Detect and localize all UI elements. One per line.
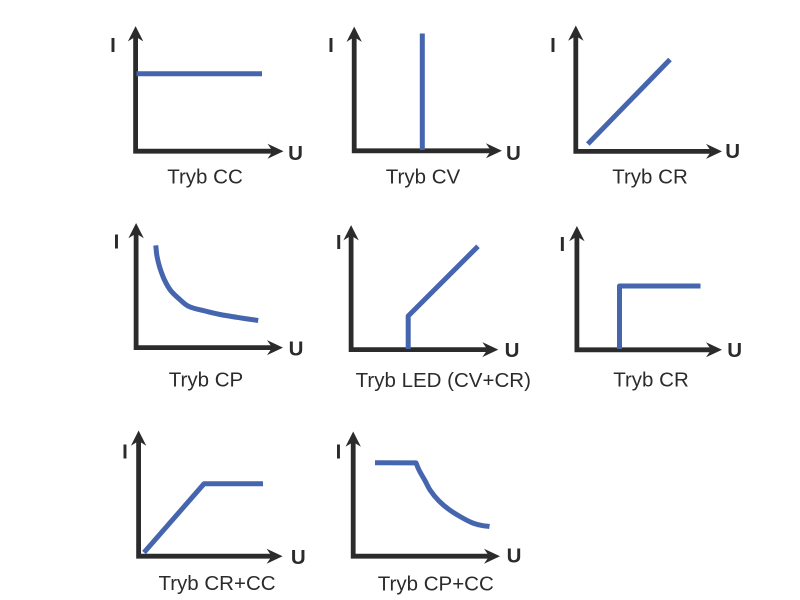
svg-text:I: I xyxy=(122,441,128,464)
svg-text:Tryb CP: Tryb CP xyxy=(169,368,243,391)
svg-text:I: I xyxy=(336,441,342,464)
svg-text:U: U xyxy=(507,545,522,568)
svg-text:I: I xyxy=(110,34,116,57)
svg-text:Tryb CR: Tryb CR xyxy=(613,368,689,391)
svg-text:U: U xyxy=(288,142,303,165)
svg-text:I: I xyxy=(114,231,120,254)
svg-text:U: U xyxy=(727,339,742,362)
svg-text:I: I xyxy=(328,34,334,57)
svg-text:U: U xyxy=(505,339,520,362)
svg-text:U: U xyxy=(291,546,306,569)
svg-text:I: I xyxy=(336,231,342,254)
svg-text:Tryb LED (CV+CR): Tryb LED (CV+CR) xyxy=(356,369,531,392)
svg-text:Tryb CC: Tryb CC xyxy=(167,166,243,189)
svg-text:U: U xyxy=(289,338,304,361)
svg-text:Tryb CR: Tryb CR xyxy=(612,166,688,189)
svg-text:I: I xyxy=(550,34,556,57)
svg-text:Tryb CR+CC: Tryb CR+CC xyxy=(158,572,275,595)
svg-text:Tryb CV: Tryb CV xyxy=(386,166,461,189)
svg-text:U: U xyxy=(506,142,521,165)
svg-text:Tryb CP+CC: Tryb CP+CC xyxy=(378,573,494,596)
svg-text:U: U xyxy=(725,140,740,163)
svg-text:I: I xyxy=(559,233,565,256)
